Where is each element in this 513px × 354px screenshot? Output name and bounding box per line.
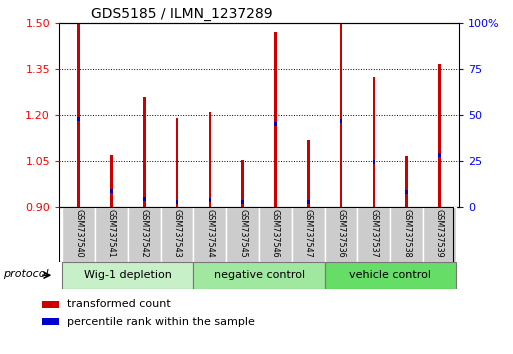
Text: vehicle control: vehicle control [349,270,431,280]
Bar [110,189,113,193]
Bar [325,207,358,262]
Bar [307,139,309,207]
Text: GSM737539: GSM737539 [435,209,444,257]
Text: GSM737541: GSM737541 [107,209,116,257]
Bar [209,112,211,207]
Text: GSM737536: GSM737536 [337,209,346,257]
Bar [176,200,179,205]
Bar [325,262,456,289]
Text: GDS5185 / ILMN_1237289: GDS5185 / ILMN_1237289 [91,7,272,21]
Bar [423,207,456,262]
Bar [438,153,441,156]
Bar [62,262,193,289]
Text: protocol: protocol [3,269,49,279]
Bar [405,190,408,194]
Bar [340,23,342,207]
Bar [241,200,244,204]
Text: GSM737542: GSM737542 [140,209,149,257]
Bar [77,23,80,207]
Bar [143,97,146,207]
Bar [405,156,408,207]
Bar [274,122,277,126]
Bar [42,301,59,308]
Bar [241,160,244,207]
Text: GSM737543: GSM737543 [172,209,182,257]
Bar [259,207,292,262]
Bar [193,262,325,289]
Bar [358,207,390,262]
Text: Wig-1 depletion: Wig-1 depletion [84,270,172,280]
Bar [95,207,128,262]
Text: GSM737537: GSM737537 [369,209,379,257]
Bar [209,198,211,202]
Bar [128,207,161,262]
Text: percentile rank within the sample: percentile rank within the sample [67,316,255,327]
Bar [292,207,325,262]
Bar [226,207,259,262]
Text: GSM737545: GSM737545 [238,209,247,257]
Bar [340,119,342,122]
Bar [390,207,423,262]
Bar [176,118,179,207]
Bar [143,197,146,201]
Bar [110,155,113,207]
Text: GSM737546: GSM737546 [271,209,280,257]
Text: GSM737540: GSM737540 [74,209,83,257]
Text: GSM737538: GSM737538 [402,209,411,257]
Bar [193,207,226,262]
Bar [372,160,375,164]
Text: transformed count: transformed count [67,299,171,309]
Bar [307,200,309,204]
Text: negative control: negative control [213,270,305,280]
Bar [372,77,375,207]
Bar [42,318,59,325]
Bar [77,117,80,121]
Bar [62,207,95,262]
Text: GSM737544: GSM737544 [205,209,214,257]
Bar [274,32,277,207]
Bar [438,64,441,207]
Text: GSM737547: GSM737547 [304,209,313,257]
Bar [161,207,193,262]
